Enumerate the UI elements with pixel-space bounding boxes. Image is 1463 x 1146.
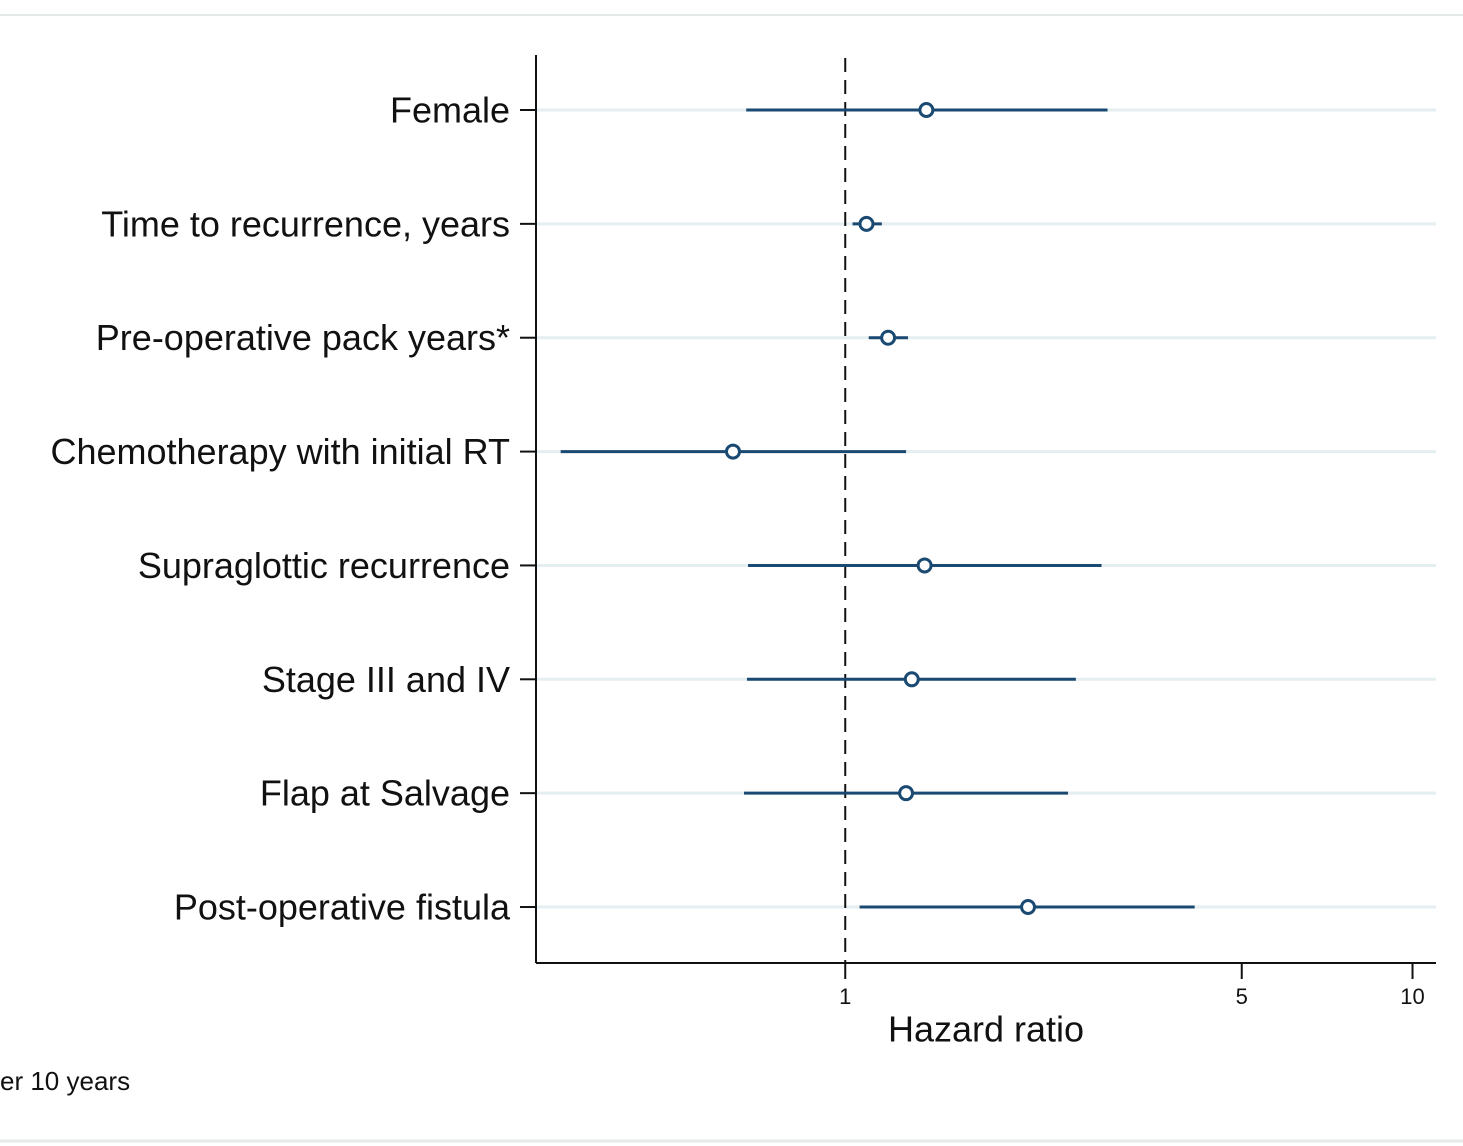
y-tick-label: Pre-operative pack years* [96, 317, 510, 358]
point-estimate [724, 443, 741, 460]
y-tick-label: Female [390, 90, 510, 131]
y-tick-label: Post-operative fistula [174, 887, 511, 928]
x-tick-label: 10 [1400, 984, 1424, 1009]
point-estimate [858, 215, 875, 232]
x-axis-title: Hazard ratio [888, 1009, 1084, 1050]
y-tick-label: Time to recurrence, years [101, 203, 510, 244]
x-tick-label: 5 [1236, 984, 1248, 1009]
x-tick-label: 1 [839, 984, 851, 1009]
y-tick-label: Chemotherapy with initial RT [50, 431, 510, 472]
point-estimate [903, 671, 920, 688]
point-estimate [898, 785, 915, 802]
point-estimate [880, 329, 897, 346]
point-estimate [916, 557, 933, 574]
point-estimate [918, 102, 935, 118]
y-tick-label: Flap at Salvage [260, 773, 510, 814]
y-tick-label: Supraglottic recurrence [138, 545, 510, 586]
y-tick-label: Stage III and IV [262, 659, 510, 700]
point-estimate [1020, 899, 1037, 916]
footnote: er 10 years [0, 1066, 130, 1096]
